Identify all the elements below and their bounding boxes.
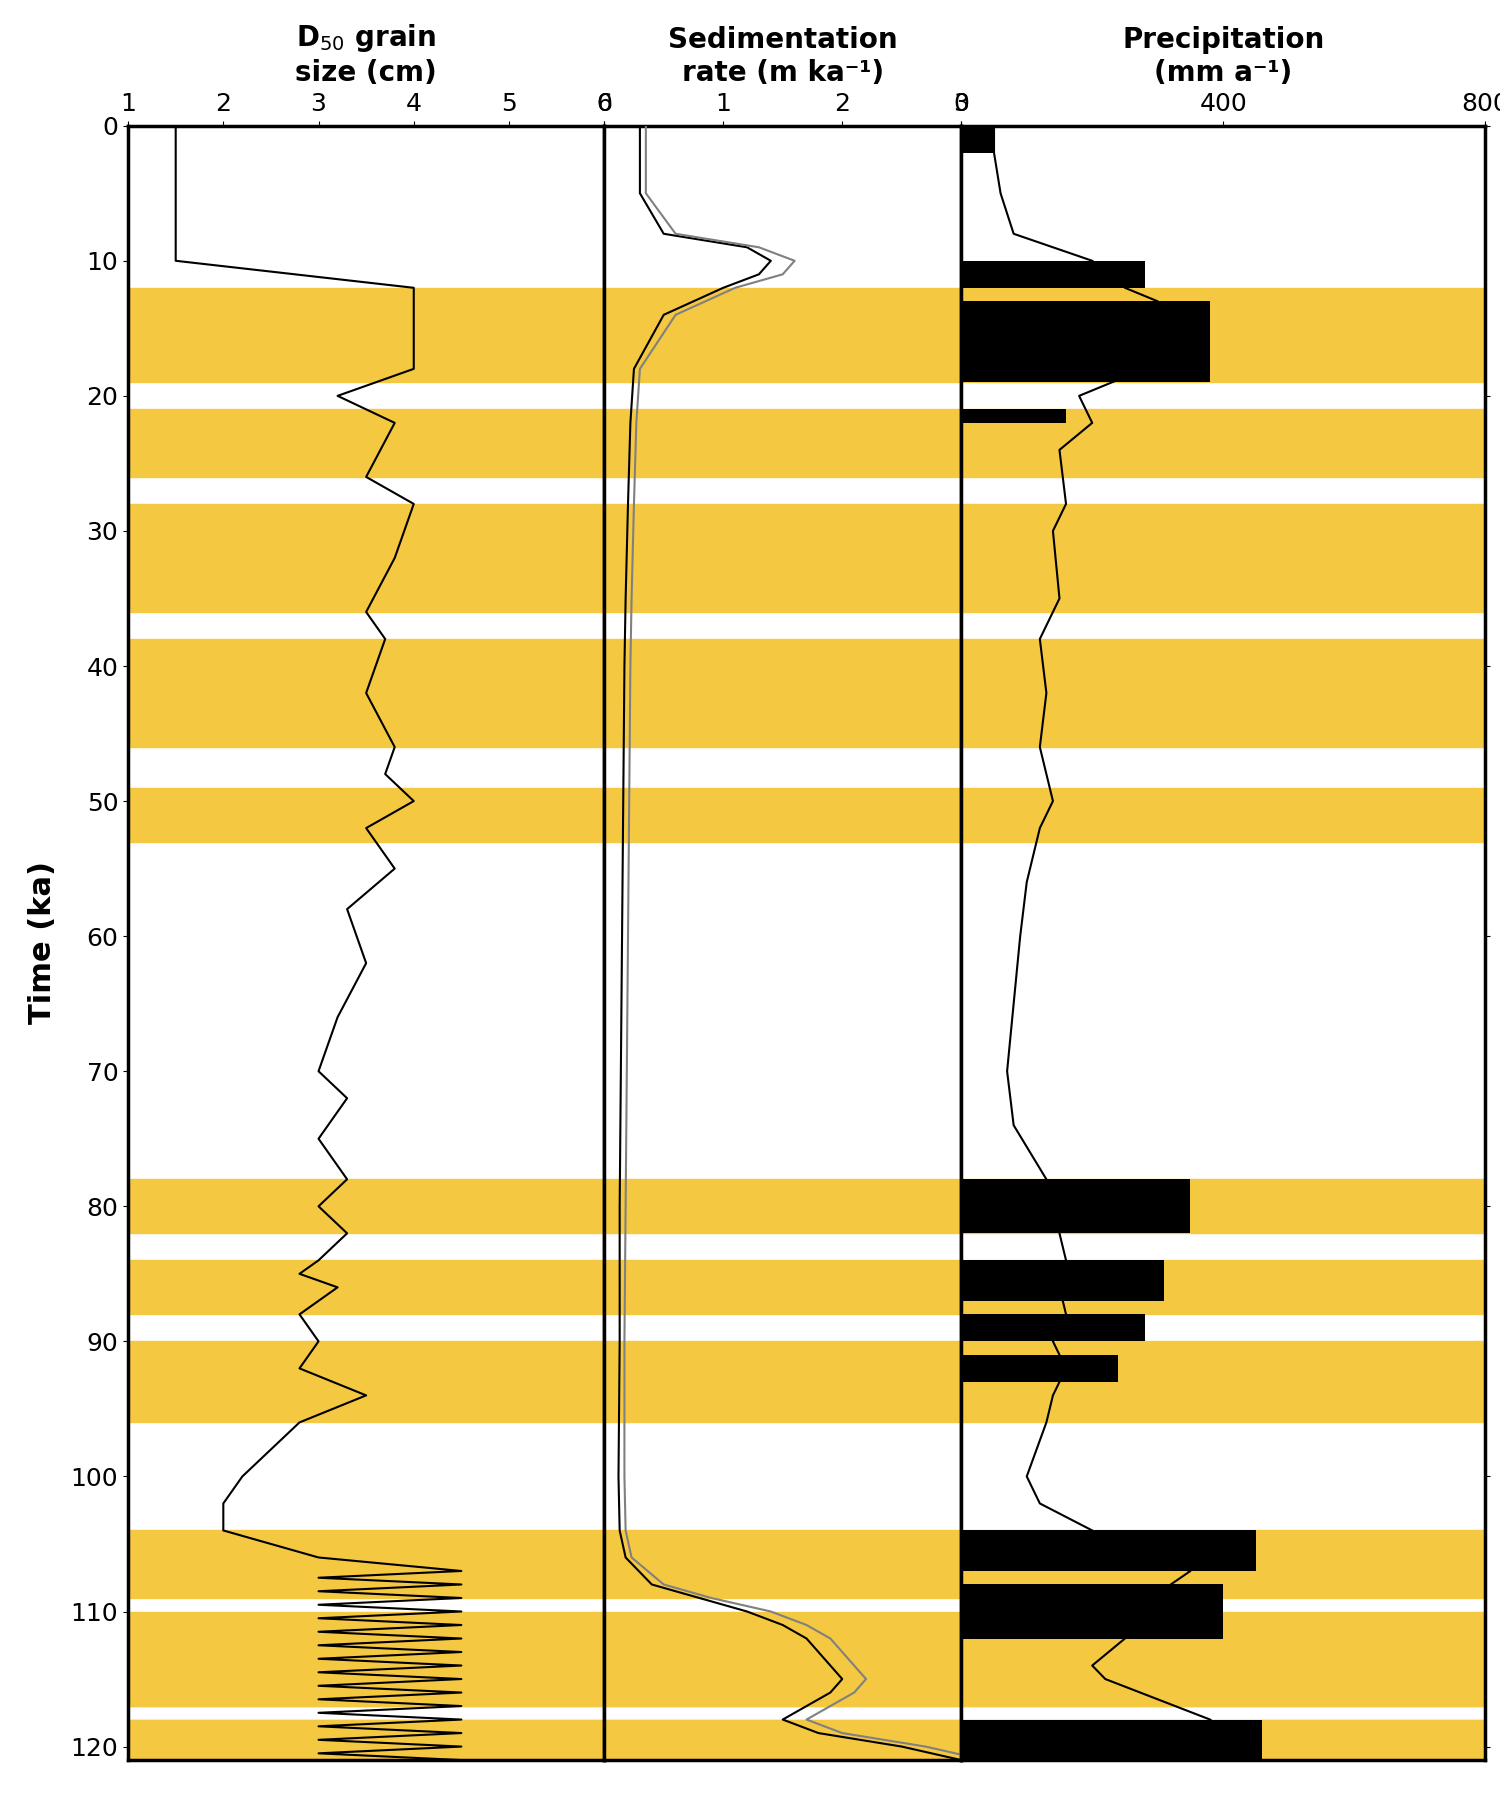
Bar	[604, 1180, 962, 1234]
Bar	[128, 788, 604, 842]
Bar	[962, 1584, 1485, 1598]
Bar	[604, 1665, 962, 1679]
Bar	[962, 1354, 1119, 1381]
X-axis label: D$_{50}$ grain
size (cm): D$_{50}$ grain size (cm)	[296, 23, 436, 86]
Bar	[604, 1584, 962, 1598]
Bar	[962, 1530, 1485, 1584]
Bar	[128, 1261, 604, 1315]
Bar	[604, 409, 962, 478]
X-axis label: Precipitation
(mm a⁻¹): Precipitation (mm a⁻¹)	[1122, 27, 1324, 86]
Bar	[128, 1638, 604, 1652]
Bar	[604, 1638, 962, 1652]
Bar	[962, 1753, 1485, 1767]
Bar	[604, 639, 962, 747]
Bar	[962, 1719, 1485, 1733]
Bar	[604, 1753, 962, 1767]
Bar	[128, 1530, 604, 1584]
Bar	[962, 1746, 1485, 1760]
Bar	[962, 1719, 1263, 1760]
Bar	[128, 287, 604, 383]
Bar	[962, 1638, 1485, 1652]
Bar	[962, 409, 1485, 478]
Bar	[962, 1180, 1485, 1234]
Bar	[128, 1611, 604, 1625]
Bar	[962, 302, 1210, 383]
Bar	[962, 1261, 1164, 1300]
Bar	[128, 1625, 604, 1665]
Bar	[128, 1342, 604, 1422]
Bar	[962, 1665, 1485, 1679]
Bar	[604, 1611, 962, 1625]
Bar	[128, 505, 604, 612]
Bar	[962, 260, 1144, 287]
Bar	[604, 1261, 962, 1315]
Bar	[604, 1719, 962, 1733]
X-axis label: Sedimentation
rate (m ka⁻¹): Sedimentation rate (m ka⁻¹)	[668, 27, 897, 86]
Bar	[128, 1665, 604, 1679]
Bar	[604, 788, 962, 842]
Bar	[962, 1625, 1485, 1665]
Bar	[128, 1584, 604, 1598]
Bar	[604, 505, 962, 612]
Bar	[128, 1719, 604, 1746]
Bar	[604, 1719, 962, 1746]
Bar	[962, 639, 1485, 747]
Bar	[128, 1719, 604, 1733]
Bar	[962, 1692, 1485, 1706]
Bar	[962, 1679, 1485, 1706]
Bar	[604, 1530, 962, 1584]
Bar	[128, 1679, 604, 1706]
Bar	[962, 1719, 1485, 1746]
Bar	[962, 1180, 1191, 1234]
Bar	[128, 1746, 604, 1760]
Bar	[962, 505, 1485, 612]
Bar	[962, 126, 994, 153]
Bar	[604, 1679, 962, 1706]
Bar	[604, 1692, 962, 1706]
Bar	[604, 287, 962, 383]
Bar	[962, 287, 1485, 383]
Bar	[962, 1530, 1256, 1572]
Bar	[962, 1342, 1485, 1422]
Bar	[962, 1584, 1222, 1638]
Bar	[128, 1753, 604, 1767]
Bar	[128, 1692, 604, 1706]
Bar	[962, 788, 1485, 842]
Bar	[962, 1315, 1144, 1342]
Bar	[962, 1261, 1485, 1315]
Bar	[604, 1746, 962, 1760]
Bar	[604, 1625, 962, 1665]
Bar	[128, 1180, 604, 1234]
Bar	[604, 1342, 962, 1422]
Bar	[128, 639, 604, 747]
Bar	[962, 1611, 1485, 1625]
Text: Time (ka): Time (ka)	[94, 862, 123, 1024]
Y-axis label: Time (ka): Time (ka)	[27, 862, 57, 1024]
Bar	[962, 409, 1066, 422]
Bar	[128, 409, 604, 478]
